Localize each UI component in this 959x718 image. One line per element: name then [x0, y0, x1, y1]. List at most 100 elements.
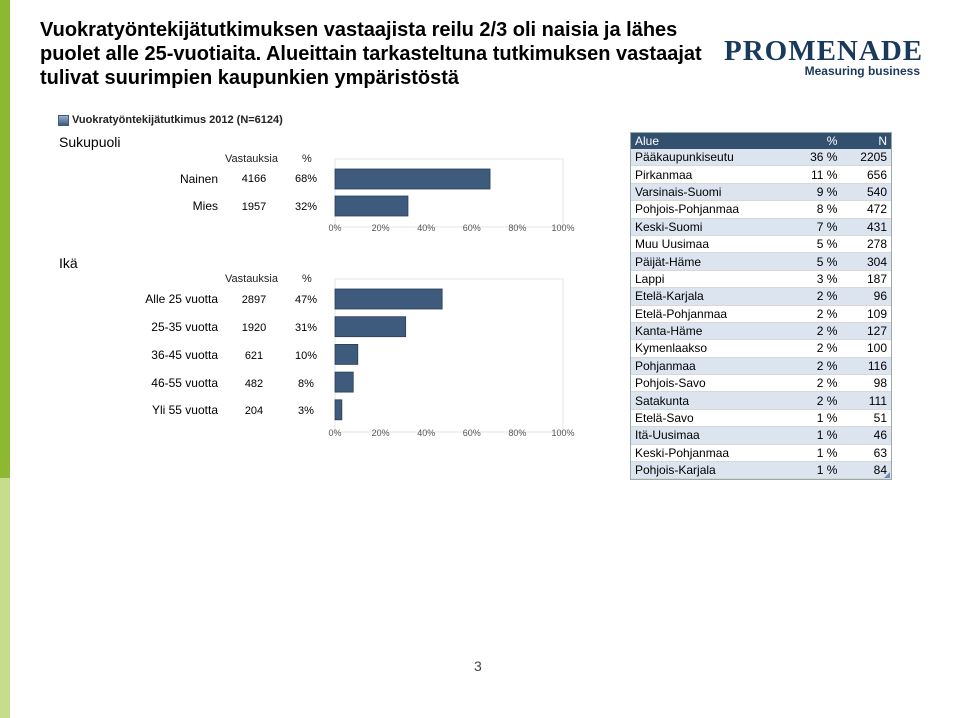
age-count-header: Vastauksia	[225, 273, 278, 285]
table-row: Muu Uusimaa 5 % 278	[631, 235, 891, 254]
region-name-cell: Lappi	[631, 270, 791, 289]
x-tick-label: 0%	[328, 223, 341, 233]
x-tick-label: 40%	[417, 428, 435, 438]
plot-frame	[334, 158, 564, 228]
gender-label: Nainen	[179, 172, 218, 186]
region-name-cell: Pohjois-Pohjanmaa	[631, 200, 791, 219]
bar	[334, 288, 443, 310]
age-pct: 47%	[294, 294, 318, 306]
region-name-cell: Satakunta	[631, 391, 791, 410]
gender-bar-chart: 0% 20% 40% 60% 80% 100%	[328, 158, 575, 233]
x-tick-label: 80%	[508, 428, 526, 438]
age-label: 25-35 vuotta	[151, 320, 218, 334]
x-tick-label: 0%	[328, 428, 341, 438]
region-percent-cell: 1 %	[790, 461, 842, 480]
region-n-cell: 111	[841, 391, 891, 410]
region-percent-cell: 7 %	[790, 218, 842, 236]
region-n-cell: 540	[841, 183, 891, 202]
x-tick-label: 60%	[463, 428, 481, 438]
region-table-header: Alue % N	[631, 133, 891, 149]
age-pct: 31%	[294, 322, 318, 334]
age-pct-header: %	[302, 273, 312, 285]
x-tick-label: 100%	[551, 223, 574, 233]
x-tick-label: 20%	[372, 428, 390, 438]
x-tick-label: 100%	[551, 428, 574, 438]
region-name-cell: Kanta-Häme	[631, 322, 791, 341]
region-name-cell: Pohjois-Karjala	[631, 461, 791, 480]
region-percent-cell: 2 %	[790, 322, 842, 341]
region-name-cell: Varsinais-Suomi	[631, 183, 791, 202]
table-row: Etelä-Pohjanmaa 2 % 109	[631, 305, 891, 323]
age-count: 621	[244, 350, 264, 362]
age-count: 2897	[241, 294, 267, 306]
bar	[334, 168, 491, 190]
region-n-cell: 109	[841, 305, 891, 323]
region-n-cell: 2205	[841, 149, 891, 167]
header-percent: %	[790, 133, 842, 149]
region-name-cell: Keski-Suomi	[631, 218, 791, 236]
region-n-cell: 656	[841, 165, 891, 184]
region-n-cell: 472	[841, 200, 891, 219]
gender-pct: 68%	[294, 173, 318, 185]
gender-count: 4166	[241, 173, 267, 185]
region-percent-cell: 2 %	[790, 391, 842, 410]
region-name-cell: Keski-Pohjanmaa	[631, 444, 791, 463]
gender-count: 1957	[241, 201, 267, 213]
logo-tagline: Measuring business	[804, 64, 920, 78]
region-name-cell: Kymenlaakso	[631, 339, 791, 358]
age-label: 46-55 vuotta	[151, 376, 218, 390]
bar	[334, 195, 409, 217]
table-row: Satakunta 2 % 111	[631, 391, 891, 410]
region-table: Alue % N Pääkaupunkiseutu 36 % 2205 Pirkanm…	[631, 133, 891, 480]
table-row: Lappi 3 % 187	[631, 270, 891, 289]
age-pct: 8%	[298, 378, 314, 390]
age-label: 36-45 vuotta	[151, 348, 218, 362]
region-percent-cell: 2 %	[790, 339, 842, 358]
region-name-cell: Pohjois-Savo	[631, 374, 791, 393]
region-n-cell: 84	[841, 461, 891, 480]
region-percent-cell: 1 %	[790, 426, 842, 445]
table-row: Pirkanmaa 11 % 656	[631, 165, 891, 184]
x-tick-label: 40%	[417, 223, 435, 233]
region-n-cell: 100	[841, 339, 891, 358]
age-label: Yli 55 vuotta	[151, 403, 218, 417]
table-row: Pääkaupunkiseutu 36 % 2205	[631, 149, 891, 167]
region-percent-cell: 3 %	[790, 270, 842, 289]
region-n-cell: 278	[841, 235, 891, 254]
age-bar-chart: 0% 20% 40% 60% 80% 100%	[328, 278, 575, 438]
table-row: Itä-Uusimaa 1 % 46	[631, 426, 891, 445]
bar	[334, 399, 343, 421]
region-percent-cell: 1 %	[790, 444, 842, 463]
region-name-cell: Muu Uusimaa	[631, 235, 791, 254]
region-percent-cell: 5 %	[790, 252, 842, 271]
age-pct: 3%	[298, 405, 314, 417]
page-number: 3	[474, 658, 482, 674]
subtitle-text: Vuokratyöntekijätutkimus 2012 (N=6124)	[72, 114, 283, 126]
region-n-cell: 187	[841, 270, 891, 289]
table-row: Pohjanmaa 2 % 116	[631, 357, 891, 376]
region-percent-cell: 5 %	[790, 235, 842, 254]
region-name-cell: Etelä-Savo	[631, 409, 791, 428]
chart-subtitle: Vuokratyöntekijätutkimus 2012 (N=6124)	[58, 114, 283, 126]
region-name-cell: Pääkaupunkiseutu	[631, 149, 791, 167]
bar	[334, 316, 407, 338]
gender-pct: 32%	[294, 201, 318, 213]
region-percent-cell: 2 %	[790, 287, 842, 306]
region-n-cell: 51	[841, 409, 891, 428]
region-percent-cell: 11 %	[790, 165, 842, 184]
region-percent-cell: 36 %	[790, 149, 842, 167]
age-count: 204	[244, 405, 264, 417]
region-n-cell: 98	[841, 374, 891, 393]
accent-bar-dark	[0, 0, 10, 478]
x-tick-label: 80%	[508, 223, 526, 233]
slide-title: Vuokratyöntekijätutkimuksen vastaajista …	[40, 19, 702, 89]
legend-swatch-icon	[58, 114, 69, 126]
region-percent-cell: 2 %	[790, 305, 842, 323]
region-name-cell: Itä-Uusimaa	[631, 426, 791, 445]
bar	[334, 371, 354, 393]
x-tick-label: 20%	[372, 223, 390, 233]
region-n-cell: 46	[841, 426, 891, 445]
region-n-cell: 127	[841, 322, 891, 341]
table-row: Kanta-Häme 2 % 127	[631, 322, 891, 341]
table-row: Keski-Suomi 7 % 431	[631, 218, 891, 236]
